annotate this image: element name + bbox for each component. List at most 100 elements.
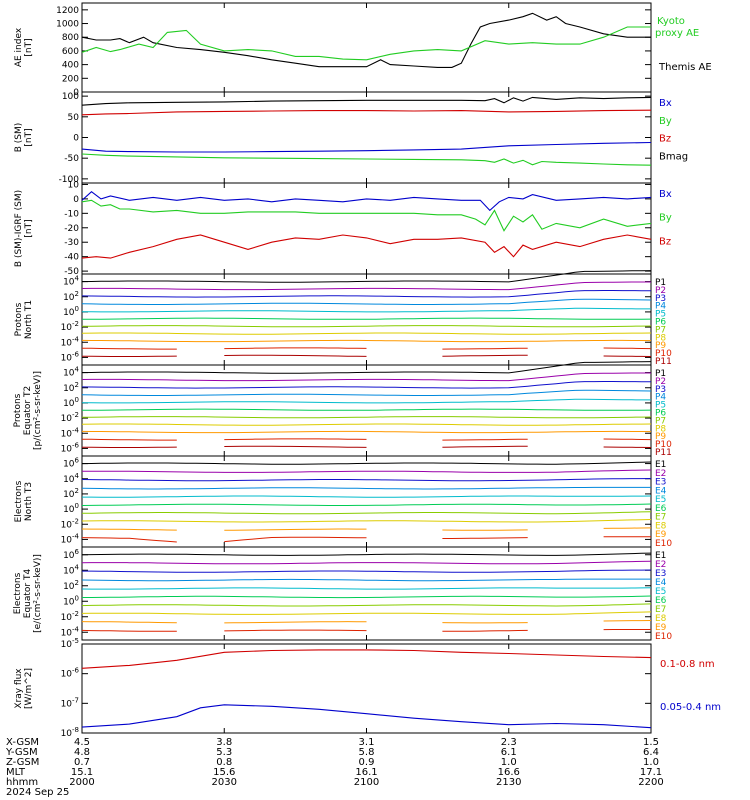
y-tick-label: 1000 [56, 20, 79, 30]
channel-line-e10 [81, 629, 177, 632]
footer-row-value: 5.3 [216, 747, 232, 758]
footer-row-value: 2200 [638, 777, 663, 788]
legend-entry: Bz [659, 134, 671, 145]
legend-entry: P1 [655, 369, 666, 379]
series-line-bx [81, 141, 652, 153]
channel-line-e10 [442, 537, 528, 539]
y-axis-label: [nT] [24, 128, 34, 146]
legend-entry: P11 [655, 448, 672, 458]
channel-line-e10 [81, 537, 177, 543]
legend-entry: Bmag [659, 151, 688, 162]
series-line-bmag [81, 96, 652, 106]
footer-row-value: 2030 [212, 777, 237, 788]
series-line-bx [81, 190, 652, 212]
y-tick-label: 102 [63, 579, 79, 592]
channel-line-p2 [81, 372, 651, 382]
channel-line-e4 [81, 486, 651, 490]
y-tick-label: 600 [62, 47, 79, 57]
footer-row-value: 2130 [496, 777, 521, 788]
y-tick-label: 104 [63, 472, 79, 485]
channel-line-p1 [81, 361, 652, 374]
channel-line-p7 [81, 325, 652, 328]
y-tick-label: -10 [64, 209, 79, 219]
channel-line-e5 [82, 495, 652, 498]
legend-entry: P2 [655, 377, 666, 387]
y-tick-label: 102 [63, 381, 79, 394]
legend-entry: E5 [655, 587, 666, 597]
legend-entry: E1 [655, 551, 666, 561]
y-tick-label: 10-6 [61, 350, 80, 363]
legend-entry: E10 [655, 539, 672, 549]
legend-entry: E9 [655, 623, 667, 633]
y-tick-label: 10-2 [61, 610, 79, 623]
y-tick-label: 100 [62, 92, 79, 102]
legend-entry: E10 [655, 632, 672, 642]
channel-line-e4 [81, 578, 651, 582]
channel-line-p4 [81, 298, 652, 305]
channel-line-p4 [81, 389, 652, 396]
footer-row-value: 5.8 [359, 747, 375, 758]
y-tick-label: -50 [64, 154, 79, 164]
y-tick-label: -40 [64, 253, 79, 263]
channel-line-p11 [442, 445, 528, 448]
legend-entry: P7 [655, 416, 666, 426]
channel-line-p11 [603, 446, 652, 448]
legend-entry: P11 [655, 357, 672, 367]
channel-line-p5 [82, 307, 651, 313]
y-tick-label: 10-4 [61, 426, 80, 439]
channel-line-p5 [82, 398, 651, 404]
legend-entry: P10 [655, 349, 672, 359]
y-tick-label: 104 [63, 366, 79, 379]
channel-line-e9 [81, 528, 177, 531]
y-axis-label: Protons [14, 302, 24, 336]
channel-line-p10 [224, 438, 367, 441]
series-line-themis-ae [81, 12, 651, 68]
legend-entry: E2 [655, 469, 666, 479]
panel-frame [81, 546, 652, 641]
panel-ae: 0 200 400 600 800 1000 1200 AE index [nT] Kyotopr… [14, 2, 712, 98]
channel-line-e9 [603, 620, 652, 622]
legend-entry: P5 [655, 401, 666, 411]
y-tick-label: -100 [59, 175, 80, 185]
legend-entry: P4 [655, 393, 666, 403]
footer-row-value: 3.8 [216, 737, 232, 748]
y-tick-label: 10 [68, 180, 80, 190]
channel-line-e7 [81, 511, 652, 515]
channel-line-p3 [81, 381, 652, 389]
legend-entry: By [659, 116, 672, 127]
footer-row-value: 0.9 [359, 757, 375, 768]
panel-xray: 10-8 10-7 10-6 10-5 Xray flux [W/m^2] 0.1-0.8 … [14, 637, 721, 739]
y-tick-label: 10-2 [61, 517, 79, 530]
channel-line-e2 [81, 560, 652, 565]
panel-frame [81, 643, 652, 734]
y-axis-label: Protons [13, 393, 23, 427]
channel-line-p10 [442, 438, 528, 441]
panel-frame [81, 182, 652, 275]
y-axis-label: [nT] [24, 219, 34, 237]
footer-row-label: Y-GSM [5, 747, 38, 758]
legend-entry: E6 [655, 596, 667, 606]
channel-line-p10 [603, 347, 652, 350]
y-tick-label: 50 [68, 113, 80, 123]
channel-line-e6 [81, 503, 652, 506]
footer-row-value: 4.5 [74, 737, 90, 748]
footer-row-value: 2100 [354, 777, 379, 788]
legend-entry: E3 [655, 478, 666, 488]
legend-entry: P5 [655, 310, 666, 320]
channel-line-p8 [81, 332, 652, 335]
y-tick-label: 10-8 [61, 726, 79, 739]
y-tick-label: 104 [63, 275, 79, 288]
channel-line-e10 [224, 629, 367, 632]
footer-row-value: 0.8 [216, 757, 232, 768]
channel-line-p10 [81, 347, 177, 350]
channel-line-p2 [81, 281, 651, 291]
legend-entry: E8 [655, 614, 667, 624]
panel-frame [81, 455, 652, 548]
legend-entry: P3 [655, 385, 666, 395]
footer-row-label: MLT [6, 767, 26, 778]
y-tick-label: -20 [64, 224, 79, 234]
footer-row-value: 4.8 [74, 747, 90, 758]
channel-line-p11 [442, 354, 528, 357]
channel-line-p10 [603, 438, 652, 441]
